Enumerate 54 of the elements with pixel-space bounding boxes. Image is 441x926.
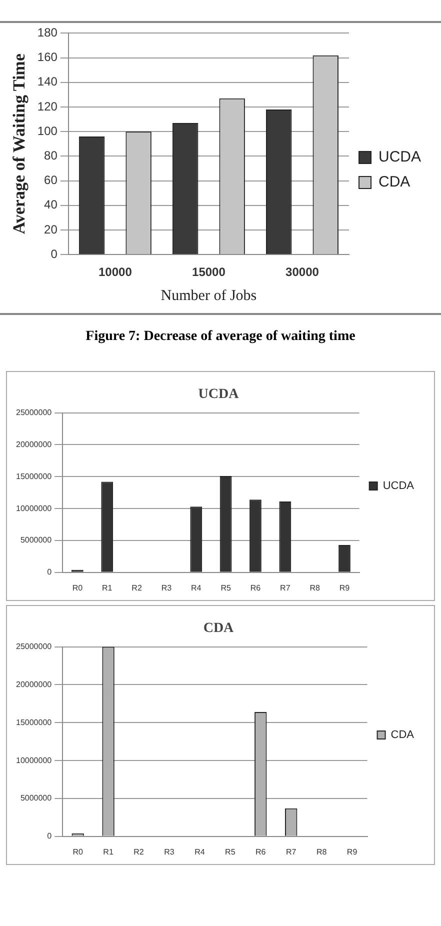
y-tick-label: 15000000	[16, 472, 52, 481]
y-tick-label: 140	[37, 74, 58, 89]
y-tick-label: 0	[47, 832, 52, 841]
x-tick-label: R7	[280, 583, 291, 592]
x-tick-label: R2	[132, 583, 142, 592]
x-tick-label: 15000	[192, 265, 226, 280]
y-tick-label: 80	[44, 148, 58, 163]
x-tick-label: R9	[346, 847, 358, 856]
y-tick-label: 25000000	[16, 408, 52, 418]
x-tick-label: R3	[164, 847, 175, 856]
legend-label: CDA	[378, 174, 410, 191]
y-tick-label: 120	[37, 99, 58, 114]
y-tick-label: 20000000	[16, 680, 52, 689]
chart-title: CDA	[203, 621, 235, 636]
x-tick-label: R6	[256, 847, 266, 856]
legend-label: UCDA	[378, 148, 422, 166]
y-tick-label: 5000000	[20, 536, 52, 545]
x-axis-title: Number of Jobs	[160, 288, 257, 304]
y-tick-label: 20	[44, 222, 58, 236]
y-tick-label: 10000000	[16, 756, 52, 765]
x-tick-label: R0	[72, 847, 84, 856]
y-tick-label: 100	[37, 124, 58, 138]
caption: Figure 7: Decrease of average of waiting time	[84, 328, 356, 346]
x-tick-label: 30000	[286, 265, 320, 280]
x-tick-label: R9	[339, 583, 350, 592]
y-tick-label: 25000000	[16, 642, 52, 652]
legend-label: CDA	[390, 729, 415, 742]
x-tick-label: R2	[134, 847, 144, 856]
chart-title: UCDA	[198, 387, 240, 402]
y-tick-label: 5000000	[20, 794, 52, 803]
y-tick-label: 60	[44, 173, 58, 188]
x-tick-label: 10000	[98, 265, 132, 280]
y-axis-title: Average of Waiting Time	[10, 53, 29, 234]
legend-label: UCDA	[382, 480, 415, 492]
y-tick-label: 180	[37, 26, 58, 40]
x-tick-label: R8	[316, 847, 328, 856]
y-tick-label: 160	[37, 50, 58, 64]
x-tick-label: R7	[286, 847, 297, 856]
y-tick-label: 40	[44, 198, 58, 212]
x-tick-label: R4	[191, 583, 202, 592]
x-tick-label: R6	[250, 583, 262, 592]
y-tick-label: 0	[50, 246, 58, 261]
y-tick-label: 20000000	[16, 440, 52, 449]
x-tick-label: R4	[194, 847, 206, 856]
y-tick-label: 15000000	[16, 718, 52, 727]
x-tick-label: R3	[161, 583, 172, 592]
x-tick-label: R5	[225, 847, 236, 856]
x-tick-label: R1	[102, 583, 113, 592]
x-tick-label: R0	[72, 583, 84, 592]
y-tick-label: 10000000	[16, 504, 52, 513]
x-tick-label: R5	[220, 583, 232, 592]
y-tick-label: 0	[47, 568, 52, 577]
x-tick-label: R1	[103, 847, 114, 856]
x-tick-label: R8	[310, 583, 320, 592]
